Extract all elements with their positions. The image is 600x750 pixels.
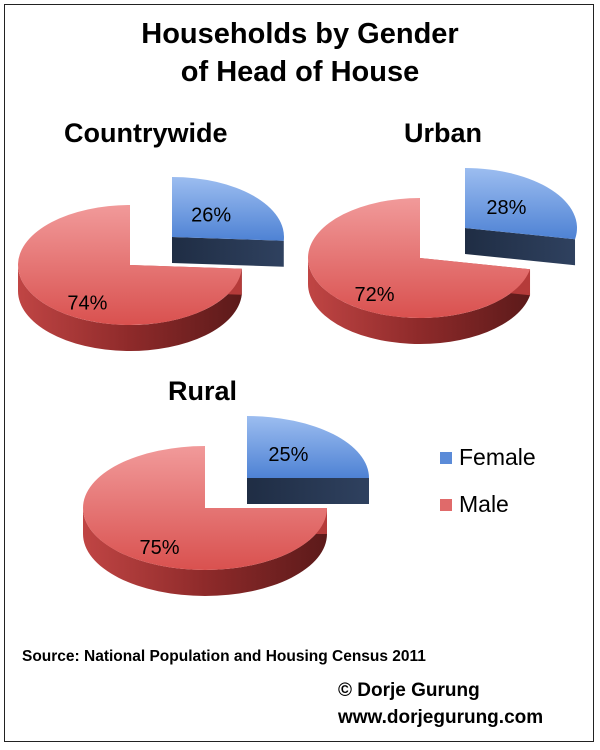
legend-swatch-female	[440, 452, 452, 464]
slice-female-countrywide	[172, 177, 284, 241]
slice-female-rural	[247, 416, 369, 478]
chart-title-line1: Households by Gender	[141, 18, 459, 50]
legend-label-female: Female	[459, 444, 536, 470]
pie-countrywide: 26% 74%	[17, 177, 284, 351]
pie-title-rural: Rural	[168, 376, 238, 406]
slice-male-rural	[83, 446, 327, 570]
slice-female-side-rural	[247, 478, 369, 504]
data-label-female-countrywide: 26%	[191, 204, 231, 226]
chart-frame	[4, 4, 594, 742]
slice-male-urban	[308, 198, 531, 319]
slice-male-side-countrywide	[18, 265, 242, 351]
data-label-male-urban: 72%	[354, 284, 394, 306]
legend-label-male: Male	[459, 491, 509, 517]
slice-female-urban	[465, 168, 577, 240]
data-label-male-rural: 75%	[139, 537, 179, 559]
slice-female-side-urban	[465, 228, 576, 266]
data-label-female-urban: 28%	[486, 197, 526, 219]
chart-title-line2: of Head of House	[180, 56, 420, 88]
data-label-male-countrywide: 74%	[67, 293, 107, 315]
website-credit: www.dorjegurung.com	[338, 707, 544, 728]
pie-urban: 28% 72%	[308, 168, 577, 345]
slice-male-countrywide	[17, 205, 242, 325]
slice-female-side-countrywide	[172, 237, 284, 267]
pie-rural: 25% 75%	[83, 416, 369, 596]
slice-male-side-rural	[83, 508, 327, 596]
pie-title-urban: Urban	[404, 118, 483, 148]
copyright-credit: © Dorje Gurung	[338, 680, 480, 701]
slice-male-side-urban	[308, 258, 531, 345]
data-label-female-rural: 25%	[268, 444, 308, 466]
source-note: Source: National Population and Housing …	[22, 648, 426, 665]
legend-swatch-male	[440, 499, 452, 511]
pie-title-countrywide: Countrywide	[64, 118, 228, 148]
